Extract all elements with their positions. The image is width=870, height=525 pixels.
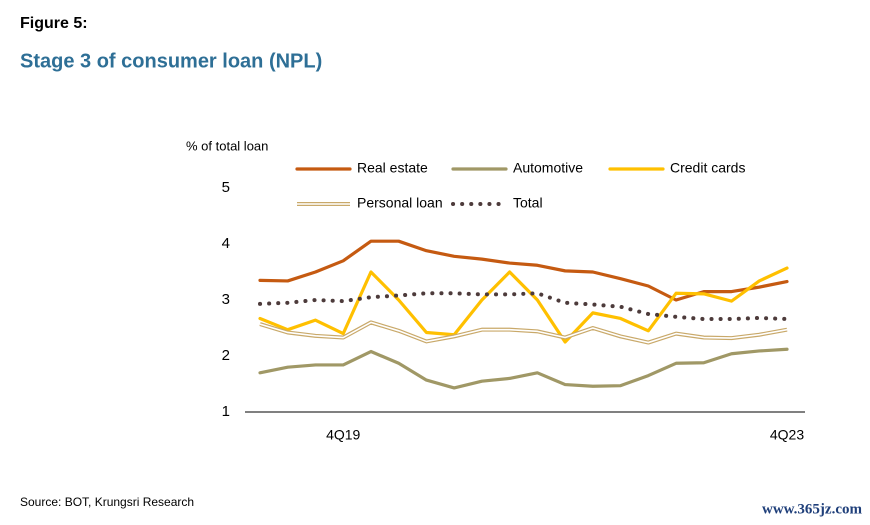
watermark: www.365jz.com — [762, 501, 862, 517]
x-tick-label: 4Q19 — [326, 427, 360, 443]
series-line — [258, 266, 789, 344]
y-tick-label: 4 — [222, 235, 230, 252]
legend-label: Automotive — [513, 160, 583, 176]
legend-label: Total — [513, 195, 543, 211]
series-line — [258, 239, 789, 302]
y-tick-label: 5 — [222, 179, 230, 196]
y-tick-label: 1 — [222, 403, 230, 420]
chart-title: Stage 3 of consumer loan (NPL) — [20, 50, 322, 72]
series-line — [258, 291, 789, 322]
y-axis-label: % of total loan — [186, 138, 268, 153]
source: Source: BOT, Krungsri Research — [20, 495, 194, 509]
y-tick-label: 3 — [222, 291, 230, 308]
series-line — [258, 347, 789, 390]
figure-label: Figure 5: — [20, 15, 88, 32]
legend-label: Personal loan — [357, 195, 443, 211]
y-tick-label: 2 — [222, 347, 230, 364]
line-inner — [259, 321, 788, 344]
x-tick-label: 4Q23 — [770, 427, 804, 443]
legend-label: Real estate — [357, 160, 428, 176]
legend-label: Credit cards — [670, 160, 745, 176]
